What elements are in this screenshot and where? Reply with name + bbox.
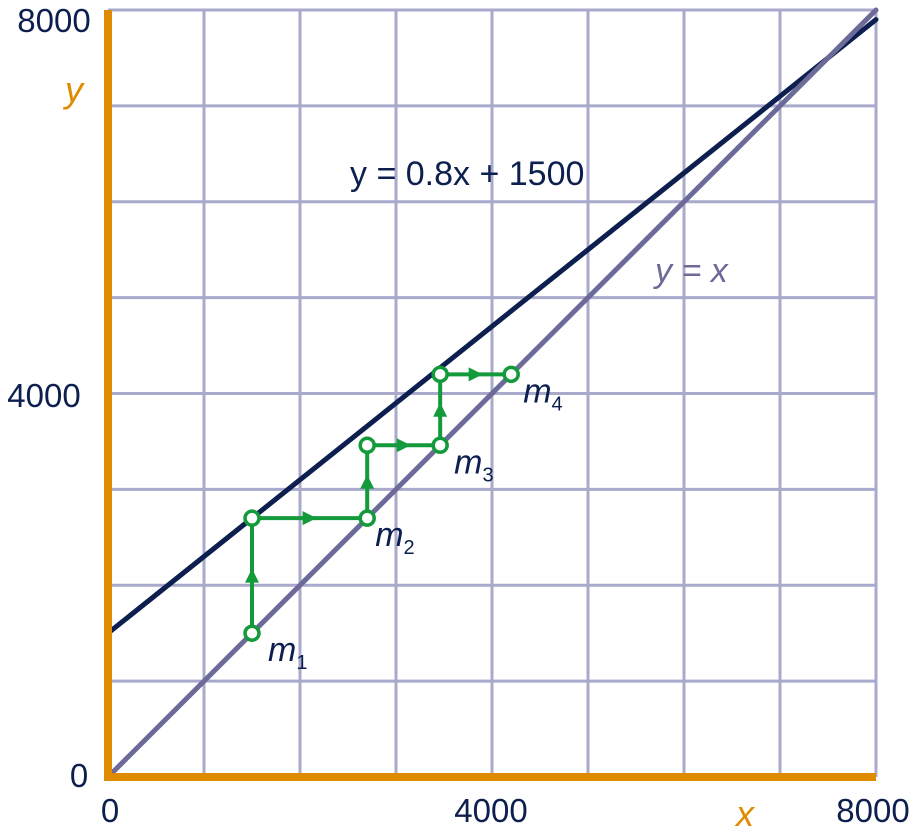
cobweb-node bbox=[431, 365, 449, 384]
cobweb-arrow bbox=[302, 511, 317, 526]
cobweb-path bbox=[243, 365, 520, 642]
axes bbox=[104, 10, 876, 781]
iteration-point-label-m4: m4 bbox=[523, 372, 562, 415]
series-line-0-8x-plus-1500 bbox=[105, 17, 879, 636]
cobweb-arrow bbox=[433, 402, 448, 417]
cobweb-node bbox=[358, 436, 376, 455]
cobweb-arrow bbox=[360, 474, 375, 489]
iteration-points: m1 m2 m3 m4 bbox=[268, 372, 563, 674]
series-label-identity: y = x bbox=[653, 252, 729, 290]
iteration-point-label-m1: m1 bbox=[268, 631, 307, 674]
grid bbox=[108, 8, 878, 777]
y-tick-label-8000: 8000 bbox=[17, 2, 90, 39]
iteration-point-label-m3: m3 bbox=[454, 443, 493, 486]
x-tick-label-4000: 4000 bbox=[454, 792, 527, 827]
y-axis-label: y bbox=[62, 69, 85, 110]
cobweb-node bbox=[431, 436, 449, 455]
series-line-identity bbox=[105, 7, 879, 780]
x-axis-label: x bbox=[734, 793, 756, 827]
iteration-point-label-m2: m2 bbox=[375, 516, 414, 559]
cobweb-arrow bbox=[245, 568, 259, 583]
cobweb-node bbox=[358, 509, 376, 527]
x-tick-label-0: 0 bbox=[101, 792, 119, 827]
series-label-line: y = 0.8x + 1500 bbox=[350, 155, 584, 193]
cobweb-node bbox=[502, 365, 520, 384]
cobweb-node bbox=[243, 624, 261, 642]
series bbox=[105, 7, 879, 780]
y-tick-label-0: 0 bbox=[70, 757, 88, 794]
cobweb-arrow bbox=[396, 438, 411, 453]
x-tick-label-8000: 8000 bbox=[836, 792, 909, 827]
y-tick-label-4000: 4000 bbox=[7, 377, 80, 414]
cobweb-node bbox=[243, 509, 261, 527]
cobweb-arrow bbox=[468, 367, 483, 382]
